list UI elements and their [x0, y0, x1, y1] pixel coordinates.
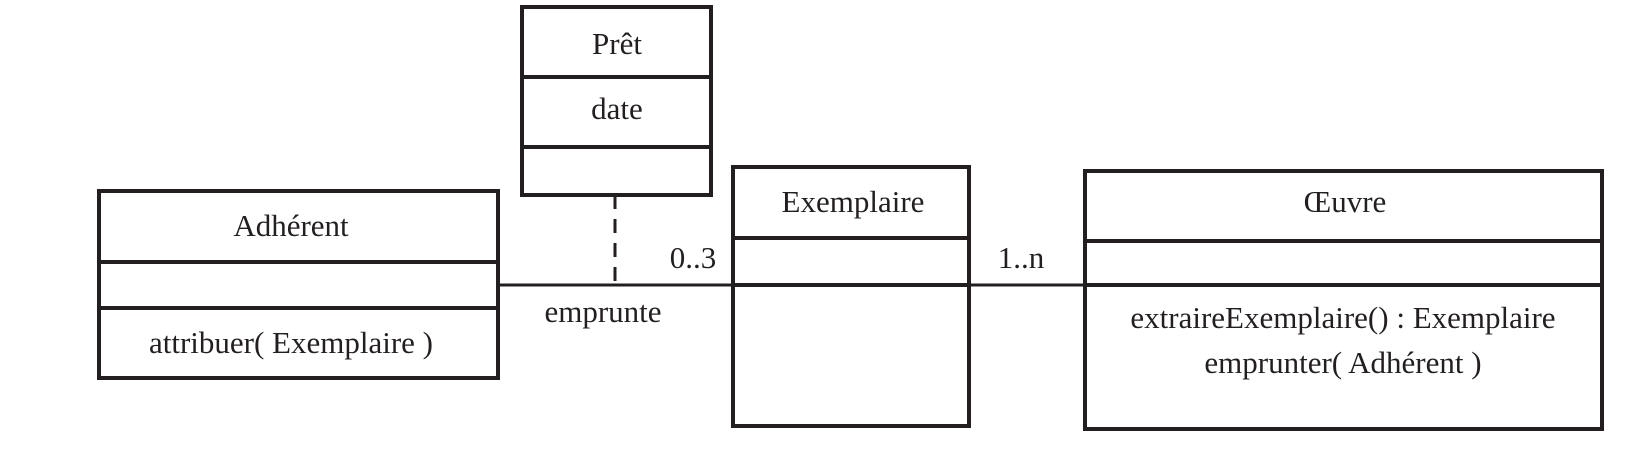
class-oeuvre-method: extraireExemplaire() : Exemplaire	[1130, 300, 1555, 335]
multiplicity-oeuvre-side: 1..n	[998, 240, 1045, 275]
class-pret-name: Prêt	[592, 26, 642, 61]
class-exemplaire: Exemplaire	[731, 165, 971, 428]
class-adherent-method: attribuer( Exemplaire )	[149, 325, 433, 360]
class-pret-attribute: date	[591, 91, 643, 126]
multiplicity-exemplaire-side: 0..3	[670, 240, 717, 275]
class-pret: Prêt date	[520, 5, 713, 197]
association-label-emprunte: emprunte	[544, 294, 661, 329]
class-oeuvre: Œuvre extraireExemplaire() : Exemplaire …	[1083, 169, 1604, 431]
class-adherent: Adhérent attribuer( Exemplaire )	[97, 189, 500, 380]
class-oeuvre-name: Œuvre	[1304, 184, 1387, 219]
class-oeuvre-method: emprunter( Adhérent )	[1204, 345, 1481, 380]
class-exemplaire-name: Exemplaire	[782, 184, 925, 219]
class-adherent-name: Adhérent	[233, 208, 349, 243]
